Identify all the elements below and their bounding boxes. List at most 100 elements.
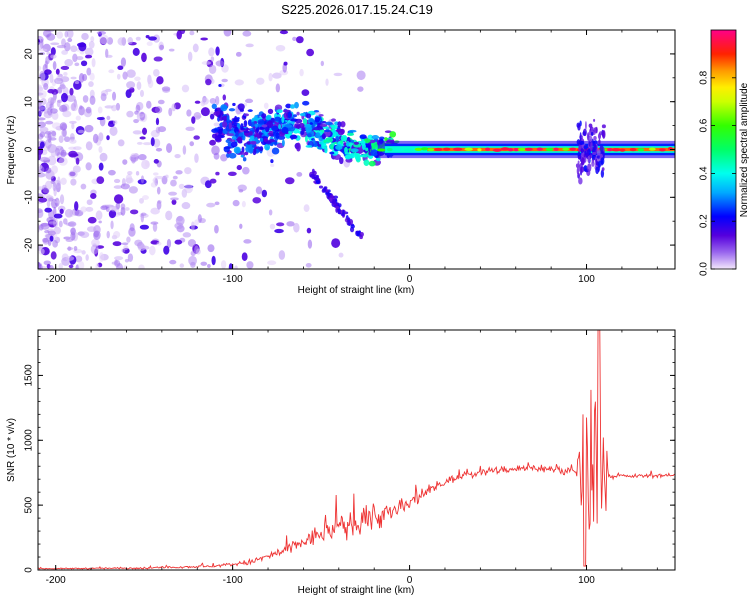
heatmap-cell (79, 231, 90, 239)
heatmap-cell (117, 139, 125, 147)
heatmap-cell (113, 185, 123, 189)
heatmap-cell (132, 130, 143, 135)
heatmap-cell (353, 141, 360, 145)
heatmap-cell (194, 153, 199, 163)
heatmap-cell (64, 59, 74, 67)
heatmap-cell (273, 141, 278, 146)
heatmap-cell (306, 48, 315, 57)
spectrogram-y-label: Frequency (Hz) (6, 116, 17, 185)
heatmap-cell (386, 147, 393, 152)
heatmap-cell (170, 197, 179, 201)
heatmap-cell (256, 77, 265, 85)
heatmap-cell (311, 168, 315, 174)
heatmap-cell (55, 68, 60, 75)
heatmap-cell (235, 51, 242, 57)
heatmap-cell (365, 147, 369, 152)
heatmap-cell (195, 248, 201, 255)
heatmap-cell (227, 142, 232, 147)
heatmap-cell (227, 171, 237, 176)
heatmap-cell (205, 78, 212, 86)
heatmap-cell (81, 32, 89, 41)
heatmap-cell (200, 37, 208, 41)
heatmap-cell (43, 193, 51, 198)
heatmap-cell (47, 97, 57, 105)
heatmap-cell (576, 139, 581, 145)
heatmap-cell (38, 106, 44, 116)
heatmap-cell (47, 230, 56, 236)
heatmap-cell (146, 100, 152, 109)
heatmap-cell (38, 92, 44, 96)
heatmap-cell (51, 165, 58, 174)
heatmap-cell (292, 36, 297, 42)
heatmap-cell (593, 136, 597, 141)
heatmap-cell (222, 115, 228, 121)
heatmap-cell (156, 186, 161, 195)
heatmap-cell (275, 132, 280, 139)
heatmap-cell (70, 231, 76, 241)
heatmap-cell (363, 159, 370, 166)
heatmap-cell (74, 209, 84, 217)
heatmap-cell (267, 108, 274, 115)
heatmap-cell (204, 180, 212, 189)
heatmap-cell (46, 51, 50, 55)
heatmap-cell (403, 148, 414, 152)
heatmap-cell (302, 100, 310, 106)
heatmap-cell (384, 130, 392, 134)
heatmap-cell (148, 36, 157, 41)
heatmap-cell (39, 141, 45, 149)
heatmap-cell (232, 102, 236, 107)
heatmap-cell (210, 56, 215, 62)
heatmap-cell (48, 197, 54, 202)
snr-x-axis: -200 -100 0 100 (46, 330, 658, 586)
heatmap-cell (112, 91, 117, 101)
heatmap-cell (218, 129, 223, 135)
heatmap-cell (111, 261, 117, 265)
heatmap-cell (270, 159, 274, 164)
heatmap-cell (136, 81, 142, 90)
heatmap-cell (211, 255, 216, 266)
heatmap-cell (156, 200, 162, 210)
heatmap-cell (326, 189, 329, 193)
colorbar-tick-label: 0.0 (699, 262, 710, 276)
x-tick-label: -200 (46, 274, 66, 285)
heatmap-cell (194, 100, 201, 104)
heatmap-cell (130, 153, 138, 158)
heatmap-cell (307, 133, 312, 138)
heatmap-cell (58, 156, 68, 166)
heatmap-cell (190, 250, 196, 257)
heatmap-cell (50, 251, 57, 260)
heatmap-cell (89, 95, 96, 106)
heatmap-cell (293, 222, 300, 233)
heatmap-cell (135, 171, 140, 176)
heatmap-cell (318, 113, 324, 117)
heatmap-cell (112, 241, 122, 247)
heatmap-cell (78, 73, 85, 83)
heatmap-cell (247, 109, 253, 113)
heatmap-cell (65, 222, 75, 227)
heatmap-cell (602, 130, 605, 138)
y-tick-label: -10 (24, 190, 35, 205)
heatmap-cell (264, 143, 271, 151)
heatmap-cell (607, 148, 613, 152)
heatmap-cell (292, 114, 297, 118)
heatmap-cell (38, 186, 45, 191)
heatmap-cell (194, 219, 200, 226)
heatmap-cell (170, 179, 177, 187)
heatmap-cell (140, 212, 147, 216)
heatmap-cell (147, 79, 154, 89)
heatmap-cell (259, 137, 264, 142)
x-tick-label: 100 (578, 575, 595, 586)
heatmap-cell (354, 152, 361, 160)
heatmap-cell (305, 125, 312, 133)
heatmap-cell (38, 150, 42, 161)
heatmap-cell (58, 135, 64, 143)
heatmap-cell (518, 147, 526, 152)
heatmap-cell (477, 148, 482, 152)
heatmap-cell (73, 146, 82, 151)
heatmap-cell (335, 136, 340, 142)
heatmap-cell (333, 195, 339, 199)
heatmap-cell (68, 264, 74, 269)
heatmap-cell (325, 78, 329, 86)
heatmap-cell (184, 183, 193, 194)
